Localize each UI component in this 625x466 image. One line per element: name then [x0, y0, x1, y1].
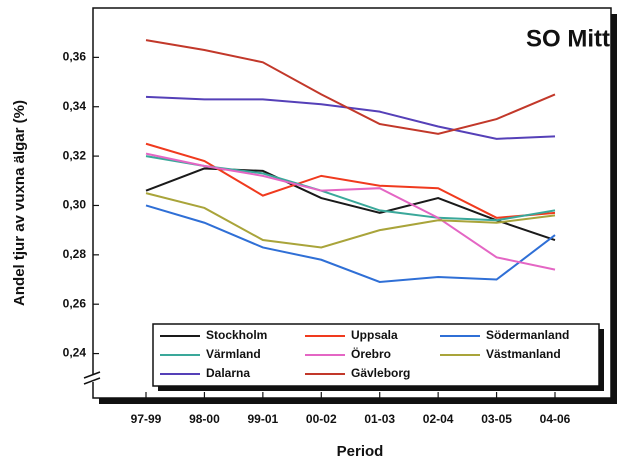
y-tick-label: 0,34: [63, 99, 87, 113]
legend-label: Värmland: [206, 347, 261, 361]
break-gap: [85, 374, 101, 382]
series-line: [145, 95, 556, 140]
y-tick-label: 0,28: [63, 247, 87, 261]
x-tick-label: 99-01: [248, 412, 279, 426]
series-line: [145, 192, 556, 249]
legend: [152, 323, 600, 387]
series-line: [145, 167, 556, 241]
legend-label: Västmanland: [486, 347, 561, 361]
y-tick-label: 0,24: [63, 346, 87, 360]
x-tick-label: 03-05: [481, 412, 512, 426]
legend-label: Stockholm: [206, 328, 267, 342]
legend-label: Uppsala: [351, 328, 398, 342]
legend-label: Gävleborg: [351, 366, 410, 380]
x-tick-label: 01-03: [364, 412, 395, 426]
series-line: [145, 204, 556, 284]
chart-title: SO Mitt: [526, 25, 610, 52]
break-mark: [83, 371, 101, 385]
x-tick-label: 97-99: [131, 412, 162, 426]
y-axis-label: Andel tjur av vuxna älgar (%): [11, 100, 28, 306]
x-tick-label: 98-00: [189, 412, 220, 426]
legend-label: Dalarna: [206, 366, 250, 380]
series-line: [145, 39, 556, 135]
series-line: [145, 152, 556, 271]
x-tick-label: 04-06: [540, 412, 571, 426]
x-tick-label: 02-04: [423, 412, 454, 426]
y-tick-label: 0,32: [63, 148, 87, 162]
axis-break: [83, 371, 101, 385]
y-tick-label: 0,26: [63, 296, 87, 310]
y-tick-label: 0,36: [63, 50, 87, 64]
legend-label: Örebro: [351, 346, 391, 361]
x-axis-label: Period: [337, 443, 384, 460]
legend-label: Södermanland: [486, 328, 569, 342]
x-tick-label: 00-02: [306, 412, 337, 426]
y-tick-label: 0,30: [63, 198, 87, 212]
